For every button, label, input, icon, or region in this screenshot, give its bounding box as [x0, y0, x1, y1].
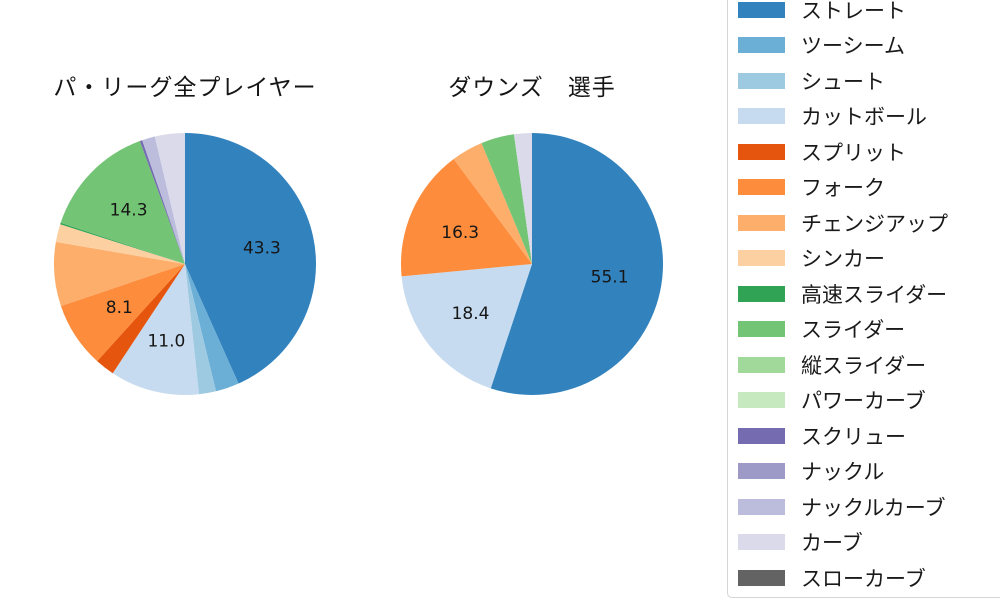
pie-slice-straight [490, 133, 664, 395]
legend-swatch-slow-curve [738, 569, 785, 586]
pie-slice-straight [185, 133, 316, 384]
pie-slice-cut-ball [401, 264, 532, 389]
pie-percentage-label-cut-ball: 18.4 [452, 304, 490, 324]
legend-label-shoot: シュート [801, 69, 885, 94]
legend-item-knuckle: ナックル [738, 454, 1000, 490]
legend-item-fast-slider: 高速スライダー [738, 276, 1000, 312]
pie-chart-downs: 55.1 18.4 16.3 [400, 133, 664, 395]
legend-label-fork: フォーク [801, 176, 885, 201]
legend-label-cut-ball: カットボール [801, 105, 927, 130]
legend-item-power-curve: パワーカーブ [738, 383, 1000, 419]
pie-slice-fast-slider [60, 222, 185, 264]
pie-percentage-label-straight: 55.1 [591, 267, 629, 287]
pie-slice-two-seam [185, 264, 239, 392]
legend-label-vertical-slider: 縦スライダー [801, 353, 927, 378]
pie-slice-fork [60, 264, 185, 362]
legend-label-changeup: チェンジアップ [801, 211, 948, 236]
legend-swatch-split [738, 143, 785, 160]
chart-title-pa-league: パ・リーグ全プレイヤー [53, 75, 317, 101]
pie-slice-curve [513, 133, 532, 264]
legend-item-knuckle-curve: ナックルカーブ [738, 489, 1000, 525]
pie-slice-fork [400, 158, 532, 277]
legend-swatch-knuckle [738, 463, 785, 480]
legend-swatch-two-seam [738, 37, 785, 54]
legend-label-knuckle: ナックル [801, 460, 885, 485]
pie-slice-shoot [185, 264, 216, 395]
legend-swatch-changeup [738, 214, 785, 231]
legend-swatch-shoot [738, 72, 785, 89]
legend: ストレートツーシームシュートカットボール スプリットフォークチェンジアップ シンカー… [727, 0, 1000, 598]
legend-label-fast-slider: 高速スライダー [801, 282, 948, 307]
legend-label-screw: スクリュー [801, 424, 906, 449]
legend-item-sinker: シンカー [738, 241, 1000, 277]
pie-slice-slider [481, 134, 532, 264]
pie-slice-split [97, 264, 185, 374]
legend-item-curve: カーブ [738, 525, 1000, 561]
legend-item-screw: スクリュー [738, 418, 1000, 454]
legend-item-vertical-slider: 縦スライダー [738, 347, 1000, 383]
legend-label-straight: ストレート [801, 0, 906, 23]
legend-swatch-cut-ball [738, 108, 785, 125]
pie-slice-changeup [53, 241, 185, 307]
legend-label-slider: スライダー [801, 318, 906, 343]
legend-swatch-knuckle-curve [738, 498, 785, 515]
legend-item-two-seam: ツーシーム [738, 28, 1000, 64]
legend-item-slow-curve: スローカーブ [738, 560, 1000, 596]
legend-swatch-power-curve [738, 392, 785, 409]
legend-item-slider: スライダー [738, 312, 1000, 348]
legend-swatch-fork [738, 179, 785, 196]
legend-swatch-vertical-slider [738, 356, 785, 373]
legend-item-changeup: チェンジアップ [738, 205, 1000, 241]
pie-slice-cut-ball [112, 264, 199, 395]
pie-slice-slider [60, 141, 185, 264]
legend-item-fork: フォーク [738, 170, 1000, 206]
pie-slice-knuckle-curve [142, 136, 185, 264]
legend-label-curve: カーブ [801, 531, 863, 556]
pie-chart-pa-league: 43.3 11.0 8.1 14.3 [53, 133, 316, 395]
legend-item-shoot: シュート [738, 63, 1000, 99]
legend-swatch-fast-slider [738, 285, 785, 302]
legend-label-power-curve: パワーカーブ [801, 389, 926, 414]
legend-swatch-sinker [738, 250, 785, 267]
pie-slice-screw [139, 140, 185, 264]
legend-swatch-slider [738, 321, 785, 338]
legend-label-sinker: シンカー [801, 247, 885, 272]
pie-percentage-label-fork: 16.3 [441, 223, 479, 243]
legend-item-straight: ストレート [738, 0, 1000, 28]
legend-swatch-curve [738, 534, 785, 551]
pie-percentage-label-fork: 8.1 [106, 298, 133, 318]
legend-label-slow-curve: スローカーブ [801, 566, 926, 591]
pie-percentage-label-slider: 14.3 [110, 200, 148, 220]
legend-swatch-screw [738, 427, 785, 444]
legend-label-knuckle-curve: ナックルカーブ [801, 495, 946, 520]
pie-percentage-label-straight: 43.3 [243, 239, 281, 259]
pie-slice-sinker [55, 224, 185, 264]
chart-title-downs: ダウンズ 選手 [448, 75, 616, 101]
pie-percentage-label-cut-ball: 11.0 [147, 331, 185, 351]
legend-swatch-straight [738, 1, 785, 18]
pie-slice-curve [154, 133, 185, 264]
legend-item-split: スプリット [738, 134, 1000, 170]
legend-item-cut-ball: カットボール [738, 99, 1000, 135]
pie-slice-changeup [453, 143, 532, 264]
legend-label-split: スプリット [801, 140, 906, 165]
legend-label-two-seam: ツーシーム [801, 34, 905, 59]
